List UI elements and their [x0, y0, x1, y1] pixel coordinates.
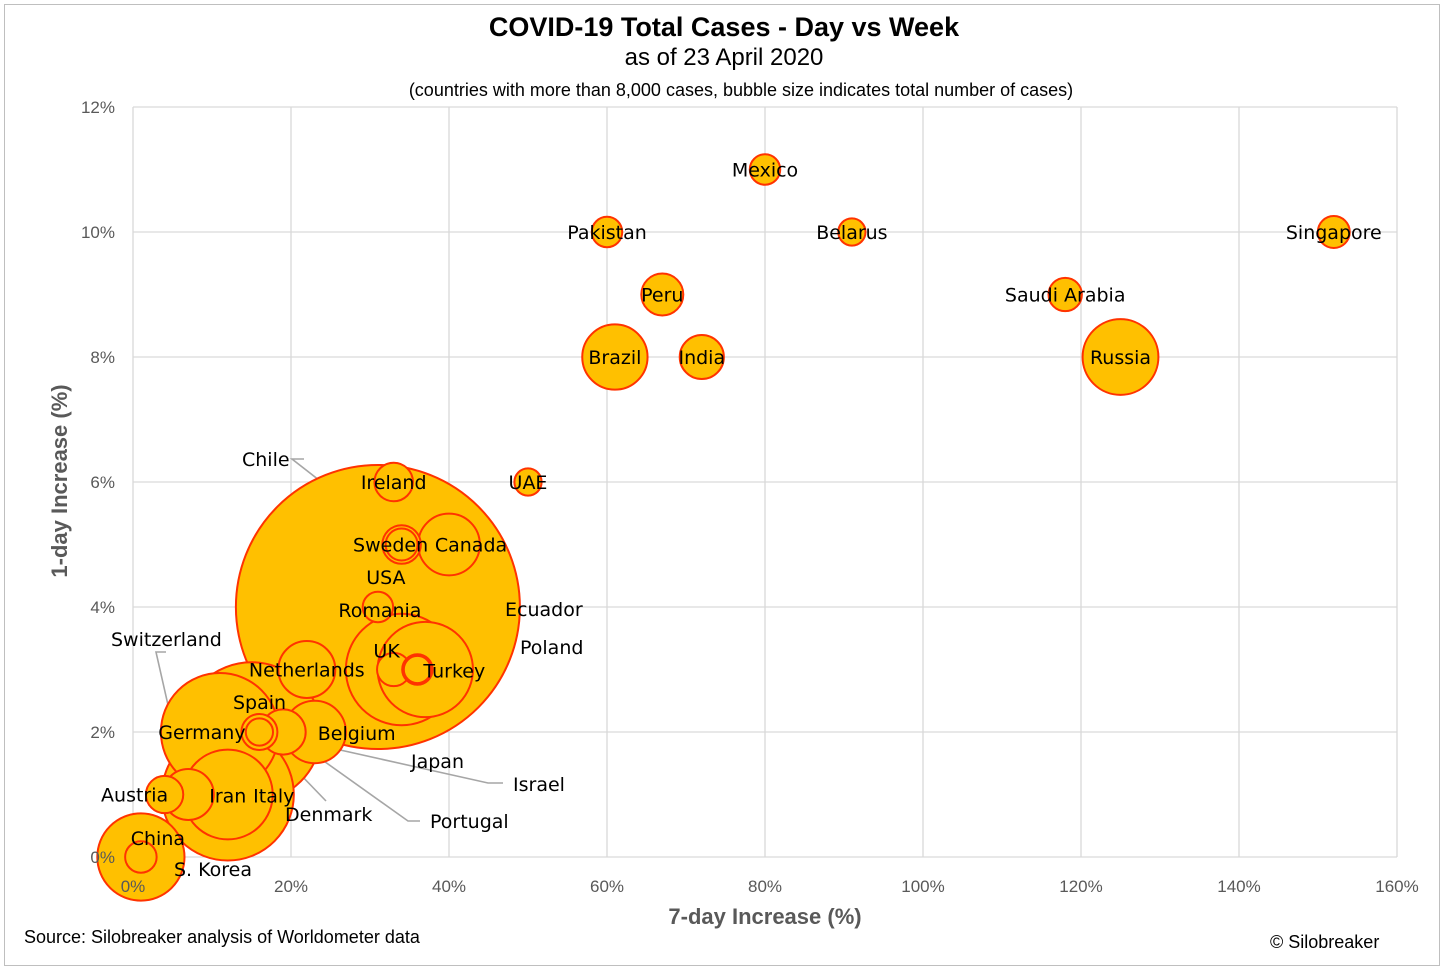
bubble-label-netherlands: Netherlands	[249, 660, 365, 682]
y-tick-label: 2%	[90, 723, 115, 742]
bubble-label-denmark: Denmark	[285, 804, 372, 826]
y-tick-label: 10%	[81, 223, 115, 242]
bubble-label-brazil: Brazil	[588, 347, 641, 369]
x-tick-label: 20%	[274, 877, 308, 896]
bubble-label-saudi-arabia: Saudi Arabia	[1005, 285, 1126, 307]
bubble-label-turkey: Turkey	[422, 661, 485, 683]
bubble-label-spain: Spain	[233, 692, 286, 714]
y-tick-label: 0%	[90, 848, 115, 867]
bubble-label-singapore: Singapore	[1286, 222, 1382, 244]
x-tick-label: 160%	[1375, 877, 1418, 896]
bubble-label-russia: Russia	[1090, 347, 1151, 369]
bubble-label-israel: Israel	[513, 774, 565, 796]
y-tick-label: 6%	[90, 473, 115, 492]
bubble-label-japan: Japan	[410, 751, 464, 773]
y-axis-label: 1-day Increase (%)	[47, 384, 73, 577]
bubble-label-chile: Chile	[242, 449, 290, 471]
x-tick-label: 40%	[432, 877, 466, 896]
source-note: Source: Silobreaker analysis of Worldome…	[24, 927, 420, 948]
bubble-label-canada: Canada	[435, 535, 507, 557]
bubble-label-s-korea: S. Korea	[174, 859, 252, 881]
bubble-label-iran: Iran	[209, 786, 246, 808]
x-tick-label: 0%	[121, 877, 146, 896]
bubble-label-belgium: Belgium	[318, 723, 396, 745]
bubble-label-ireland: Ireland	[361, 472, 427, 494]
y-tick-label: 8%	[90, 348, 115, 367]
y-tick-label: 4%	[90, 598, 115, 617]
bubble-label-mexico: Mexico	[732, 160, 798, 182]
bubble-denmark	[246, 718, 273, 745]
bubble-label-pakistan: Pakistan	[567, 222, 647, 244]
x-tick-label: 80%	[748, 877, 782, 896]
bubble-label-poland: Poland	[520, 637, 583, 659]
bubble-label-belarus: Belarus	[816, 222, 887, 244]
bubble-label-uk: UK	[373, 641, 400, 663]
x-tick-label: 120%	[1059, 877, 1102, 896]
bubble-label-china: China	[131, 828, 185, 850]
bubble-label-usa: USA	[366, 567, 405, 589]
x-tick-label: 60%	[590, 877, 624, 896]
bubble-label-india: India	[678, 347, 725, 369]
bubble-label-sweden: Sweden	[353, 535, 428, 557]
bubble-label-peru: Peru	[641, 285, 683, 307]
bubble-label-switzerland: Switzerland	[111, 629, 222, 651]
x-tick-label: 100%	[901, 877, 944, 896]
bubble-label-portugal: Portugal	[430, 811, 509, 833]
bubble-label-germany: Germany	[158, 722, 245, 744]
y-tick-label: 12%	[81, 98, 115, 117]
bubble-label-romania: Romania	[338, 600, 421, 622]
x-tick-label: 140%	[1217, 877, 1260, 896]
bubble-plot: USASpainItalyGermanyUKTurkeyIranRussiaBe…	[0, 0, 1448, 974]
bubble-label-austria: Austria	[101, 785, 168, 807]
bubble-label-uae: UAE	[509, 472, 548, 494]
copyright-note: © Silobreaker	[1270, 932, 1379, 953]
bubble-label-ecuador: Ecuador	[505, 599, 583, 621]
